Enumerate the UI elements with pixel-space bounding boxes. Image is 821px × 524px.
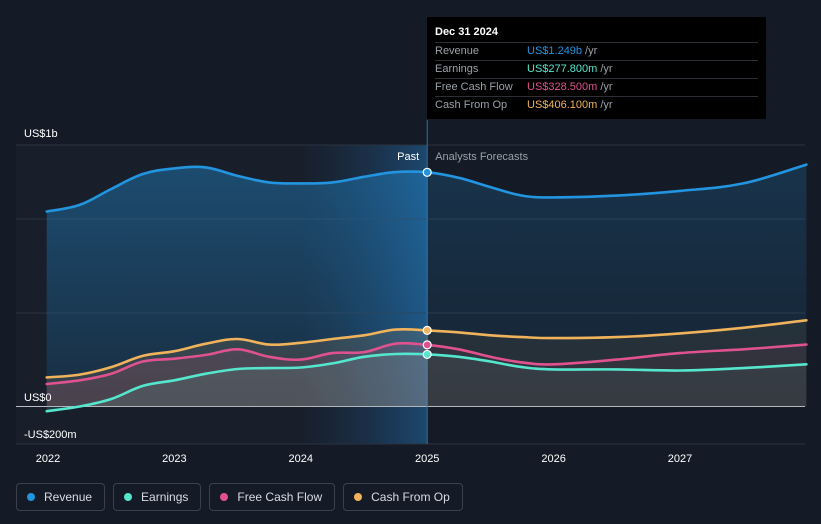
tooltip-label: Cash From Op — [435, 99, 508, 111]
legend-dot-icon — [27, 493, 35, 501]
forecast-label: Analysts Forecasts — [435, 151, 528, 163]
x-tick-label: 2027 — [668, 453, 692, 465]
tooltip-unit: /yr — [600, 63, 613, 75]
legend-dot-icon — [220, 493, 229, 501]
legend-item-cash-from-op[interactable]: Cash From Op — [343, 483, 463, 511]
area-revenue-forecast — [427, 164, 807, 407]
legend-label: Earnings — [141, 490, 189, 504]
tooltip-value: US$328.500m — [527, 81, 598, 93]
line-cash-from-op — [45, 319, 808, 379]
x-tick-label: 2022 — [36, 453, 60, 465]
y-tick-label: -US$200m — [24, 429, 77, 441]
marker-cash-from-op — [422, 325, 432, 335]
line-revenue — [45, 163, 808, 213]
area-free-cash-flow-past — [46, 343, 428, 407]
tooltip-label: Revenue — [435, 45, 480, 57]
line-free-cash-flow — [45, 341, 808, 386]
tooltip-row-free-cash-flow: Free Cash Flow US$328.500m /yr — [435, 78, 758, 96]
tooltip-label: Earnings — [435, 63, 479, 75]
legend-label: Revenue — [44, 490, 93, 504]
area-earnings-past — [46, 353, 428, 412]
tooltip: Dec 31 2024 Revenue US$1.249b /yr Earnin… — [427, 17, 766, 119]
past-label: Past — [397, 151, 419, 163]
legend-item-revenue[interactable]: Revenue — [16, 483, 106, 511]
legend-dot-icon — [354, 493, 363, 501]
tooltip-row-revenue: Revenue US$1.249b /yr — [435, 42, 758, 60]
x-tick-label: 2024 — [289, 453, 313, 465]
area-free-cash-flow-forecast — [427, 344, 807, 407]
legend-label: Cash From Op — [371, 490, 450, 504]
tooltip-row-cash-from-op: Cash From Op US$406.100m /yr — [435, 96, 758, 114]
marker-free-cash-flow — [422, 340, 432, 350]
x-tick-label: 2026 — [541, 453, 565, 465]
tooltip-unit: /yr — [600, 81, 613, 93]
tooltip-label: Free Cash Flow — [435, 81, 513, 93]
x-tick-label: 2025 — [415, 453, 439, 465]
tooltip-unit: /yr — [585, 45, 598, 57]
tooltip-unit: /yr — [600, 99, 613, 111]
area-cash-from-op-forecast — [427, 320, 807, 407]
x-tick-label: 2023 — [162, 453, 186, 465]
tooltip-date: Dec 31 2024 — [435, 26, 498, 38]
tooltip-value: US$1.249b — [527, 45, 583, 57]
y-tick-label: US$0 — [24, 392, 52, 404]
legend-label: Free Cash Flow — [237, 490, 323, 504]
legend-item-earnings[interactable]: Earnings — [113, 483, 202, 511]
legend-item-free-cash-flow[interactable]: Free Cash Flow — [209, 483, 336, 511]
line-earnings — [45, 352, 808, 413]
marker-earnings — [422, 349, 432, 360]
tooltip-value: US$406.100m — [527, 99, 598, 111]
marker-revenue — [422, 167, 432, 177]
legend-dot-icon — [124, 493, 133, 501]
tooltip-value: US$277.800m — [527, 63, 598, 75]
legend: Revenue Earnings Free Cash Flow Cash Fro… — [16, 483, 463, 511]
tooltip-row-earnings: Earnings US$277.800m /yr — [435, 60, 758, 78]
area-revenue-past — [46, 166, 428, 407]
y-tick-label: US$1b — [24, 128, 58, 140]
